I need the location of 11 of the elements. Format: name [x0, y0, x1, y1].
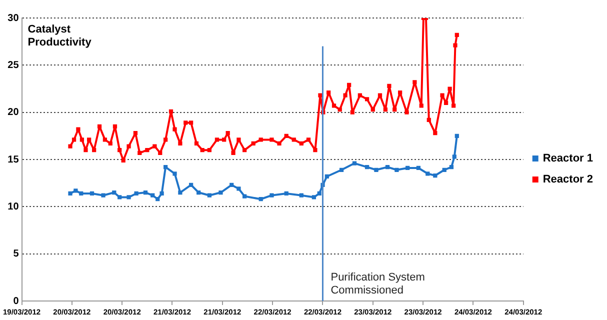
- y-tick-label: 20: [8, 107, 20, 118]
- ref-line-label: Purification System Commissioned: [330, 272, 425, 297]
- y-tick-label: 5: [13, 248, 20, 260]
- legend-label: Reactor 1: [542, 152, 594, 165]
- text: Catalyst Productivity: [28, 24, 92, 49]
- y-tick-label: 10: [8, 201, 20, 212]
- legend-label: Reactor 2: [542, 174, 594, 186]
- y-tick-label: 25: [8, 60, 20, 71]
- y-tick-label: 15: [8, 154, 20, 166]
- y-tick-label: 0: [13, 296, 20, 307]
- y-tick-label: 30: [8, 12, 20, 24]
